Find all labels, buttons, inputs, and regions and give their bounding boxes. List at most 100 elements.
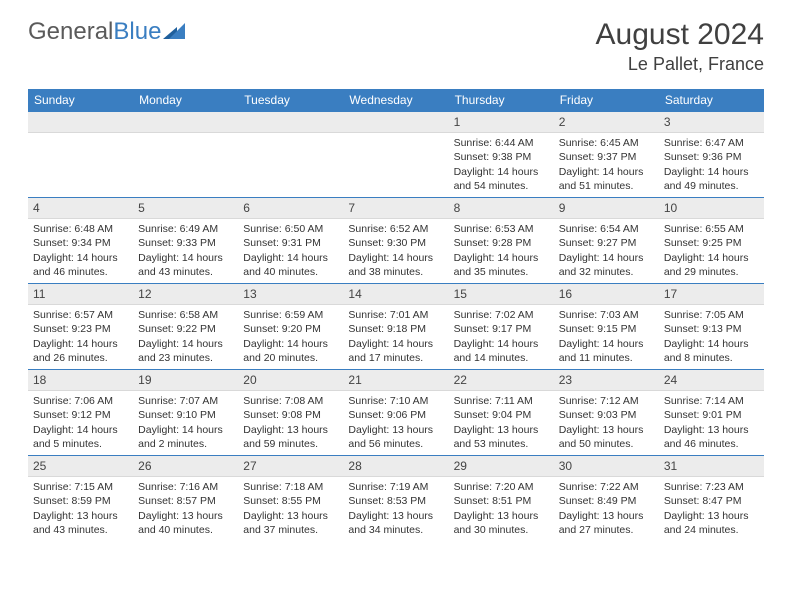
day-info: Sunrise: 7:08 AMSunset: 9:08 PMDaylight:… [238,391,343,455]
sunset-text: Sunset: 8:55 PM [243,494,338,508]
calendar-cell: 31Sunrise: 7:23 AMSunset: 8:47 PMDayligh… [659,455,764,541]
sunrise-text: Sunrise: 6:58 AM [138,308,233,322]
calendar-cell: 21Sunrise: 7:10 AMSunset: 9:06 PMDayligh… [343,369,448,455]
sunrise-text: Sunrise: 6:47 AM [664,136,759,150]
calendar-cell: 10Sunrise: 6:55 AMSunset: 9:25 PMDayligh… [659,197,764,283]
daylight-text: Daylight: 14 hours and 38 minutes. [348,251,443,279]
daylight-text: Daylight: 14 hours and 2 minutes. [138,423,233,451]
daylight-text: Daylight: 13 hours and 40 minutes. [138,509,233,537]
sunrise-text: Sunrise: 7:18 AM [243,480,338,494]
sunrise-text: Sunrise: 7:07 AM [138,394,233,408]
sunrise-text: Sunrise: 6:50 AM [243,222,338,236]
sunrise-text: Sunrise: 7:02 AM [454,308,549,322]
sunrise-text: Sunrise: 6:48 AM [33,222,128,236]
day-info: Sunrise: 6:57 AMSunset: 9:23 PMDaylight:… [28,305,133,369]
calendar-cell: 12Sunrise: 6:58 AMSunset: 9:22 PMDayligh… [133,283,238,369]
day-number: 30 [554,456,659,477]
calendar-cell: 27Sunrise: 7:18 AMSunset: 8:55 PMDayligh… [238,455,343,541]
daylight-text: Daylight: 14 hours and 51 minutes. [559,165,654,193]
day-header: Friday [554,89,659,111]
day-number [28,112,133,133]
daylight-text: Daylight: 14 hours and 11 minutes. [559,337,654,365]
day-number: 10 [659,198,764,219]
title-location: Le Pallet, France [596,54,764,75]
sunrise-text: Sunrise: 6:52 AM [348,222,443,236]
sunrise-text: Sunrise: 7:12 AM [559,394,654,408]
day-info: Sunrise: 7:18 AMSunset: 8:55 PMDaylight:… [238,477,343,541]
day-info: Sunrise: 7:22 AMSunset: 8:49 PMDaylight:… [554,477,659,541]
sunset-text: Sunset: 9:23 PM [33,322,128,336]
day-number: 5 [133,198,238,219]
calendar-cell: 7Sunrise: 6:52 AMSunset: 9:30 PMDaylight… [343,197,448,283]
day-number: 21 [343,370,448,391]
daylight-text: Daylight: 13 hours and 46 minutes. [664,423,759,451]
calendar-cell: 2Sunrise: 6:45 AMSunset: 9:37 PMDaylight… [554,111,659,197]
day-info: Sunrise: 6:45 AMSunset: 9:37 PMDaylight:… [554,133,659,197]
day-number [238,112,343,133]
sunset-text: Sunset: 8:49 PM [559,494,654,508]
day-number: 24 [659,370,764,391]
sunset-text: Sunset: 9:10 PM [138,408,233,422]
sunrise-text: Sunrise: 7:14 AM [664,394,759,408]
title-month: August 2024 [596,18,764,52]
day-number [133,112,238,133]
calendar-cell [343,111,448,197]
sunset-text: Sunset: 9:22 PM [138,322,233,336]
sunrise-text: Sunrise: 6:45 AM [559,136,654,150]
daylight-text: Daylight: 14 hours and 32 minutes. [559,251,654,279]
day-info: Sunrise: 7:23 AMSunset: 8:47 PMDaylight:… [659,477,764,541]
logo-text-blue: Blue [113,18,161,46]
day-info: Sunrise: 7:19 AMSunset: 8:53 PMDaylight:… [343,477,448,541]
sunrise-text: Sunrise: 7:19 AM [348,480,443,494]
sunrise-text: Sunrise: 7:23 AM [664,480,759,494]
sunset-text: Sunset: 9:17 PM [454,322,549,336]
day-info: Sunrise: 7:01 AMSunset: 9:18 PMDaylight:… [343,305,448,369]
calendar-cell: 30Sunrise: 7:22 AMSunset: 8:49 PMDayligh… [554,455,659,541]
day-header: Tuesday [238,89,343,111]
calendar-cell: 16Sunrise: 7:03 AMSunset: 9:15 PMDayligh… [554,283,659,369]
daylight-text: Daylight: 14 hours and 17 minutes. [348,337,443,365]
sunset-text: Sunset: 9:03 PM [559,408,654,422]
day-info: Sunrise: 7:02 AMSunset: 9:17 PMDaylight:… [449,305,554,369]
day-number: 26 [133,456,238,477]
sunrise-text: Sunrise: 7:20 AM [454,480,549,494]
daylight-text: Daylight: 14 hours and 40 minutes. [243,251,338,279]
day-number: 2 [554,112,659,133]
header: GeneralBlue August 2024 Le Pallet, Franc… [28,18,764,75]
day-number: 12 [133,284,238,305]
calendar-cell: 29Sunrise: 7:20 AMSunset: 8:51 PMDayligh… [449,455,554,541]
calendar-cell: 13Sunrise: 6:59 AMSunset: 9:20 PMDayligh… [238,283,343,369]
sunset-text: Sunset: 9:34 PM [33,236,128,250]
daylight-text: Daylight: 13 hours and 43 minutes. [33,509,128,537]
day-number: 3 [659,112,764,133]
daylight-text: Daylight: 14 hours and 5 minutes. [33,423,128,451]
day-number: 15 [449,284,554,305]
calendar-cell: 1Sunrise: 6:44 AMSunset: 9:38 PMDaylight… [449,111,554,197]
calendar-cell: 26Sunrise: 7:16 AMSunset: 8:57 PMDayligh… [133,455,238,541]
daylight-text: Daylight: 13 hours and 37 minutes. [243,509,338,537]
calendar-cell: 24Sunrise: 7:14 AMSunset: 9:01 PMDayligh… [659,369,764,455]
sunset-text: Sunset: 9:06 PM [348,408,443,422]
daylight-text: Daylight: 13 hours and 53 minutes. [454,423,549,451]
day-number: 8 [449,198,554,219]
day-info: Sunrise: 7:07 AMSunset: 9:10 PMDaylight:… [133,391,238,455]
sunrise-text: Sunrise: 7:01 AM [348,308,443,322]
sunset-text: Sunset: 9:31 PM [243,236,338,250]
calendar-cell: 15Sunrise: 7:02 AMSunset: 9:17 PMDayligh… [449,283,554,369]
daylight-text: Daylight: 14 hours and 20 minutes. [243,337,338,365]
sunrise-text: Sunrise: 7:11 AM [454,394,549,408]
sunrise-text: Sunrise: 7:15 AM [33,480,128,494]
sunset-text: Sunset: 8:59 PM [33,494,128,508]
day-info: Sunrise: 7:12 AMSunset: 9:03 PMDaylight:… [554,391,659,455]
day-number: 16 [554,284,659,305]
sunrise-text: Sunrise: 7:06 AM [33,394,128,408]
calendar-cell [28,111,133,197]
sunset-text: Sunset: 9:38 PM [454,150,549,164]
day-number: 7 [343,198,448,219]
daylight-text: Daylight: 14 hours and 14 minutes. [454,337,549,365]
sunrise-text: Sunrise: 6:54 AM [559,222,654,236]
sunset-text: Sunset: 8:53 PM [348,494,443,508]
sunset-text: Sunset: 8:51 PM [454,494,549,508]
day-number: 4 [28,198,133,219]
day-number: 19 [133,370,238,391]
